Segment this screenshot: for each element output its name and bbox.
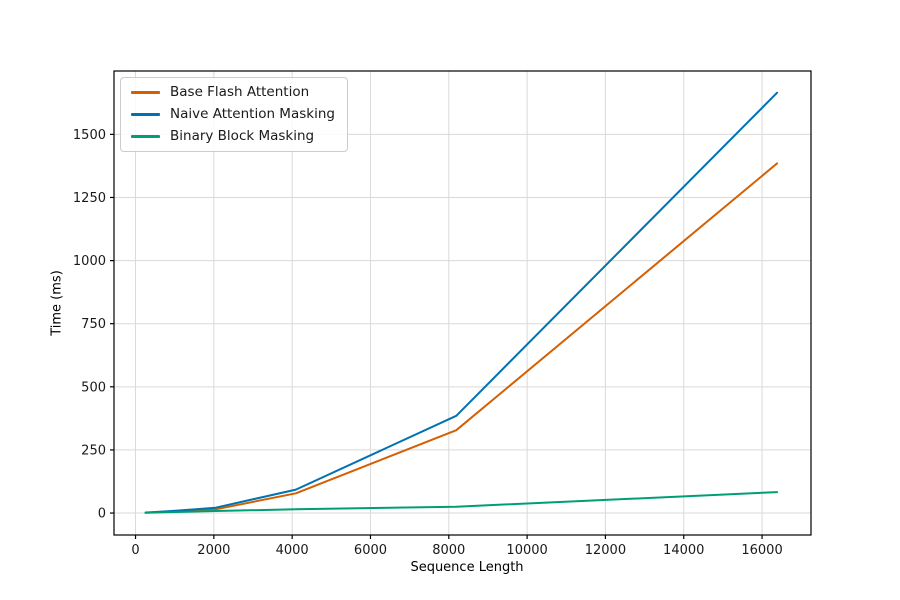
chart-legend: Base Flash Attention Naive Attention Mas… (120, 77, 348, 152)
svg-text:6000: 6000 (354, 543, 387, 558)
svg-text:1500: 1500 (73, 128, 106, 143)
legend-label: Binary Block Masking (170, 128, 315, 144)
x-axis-label: Sequence Length (410, 560, 524, 575)
svg-text:14000: 14000 (663, 543, 704, 558)
svg-text:8000: 8000 (432, 543, 465, 558)
svg-text:0: 0 (131, 543, 139, 558)
legend-line-swatch-icon (131, 135, 160, 138)
svg-text:16000: 16000 (741, 543, 782, 558)
legend-line-swatch-icon (131, 91, 160, 94)
svg-text:2000: 2000 (197, 543, 230, 558)
svg-text:500: 500 (81, 380, 106, 395)
legend-item: Base Flash Attention (131, 85, 335, 100)
svg-text:4000: 4000 (276, 543, 309, 558)
svg-text:250: 250 (81, 443, 106, 458)
y-axis-label: Time (ms) (49, 270, 65, 336)
svg-text:0: 0 (98, 507, 106, 522)
legend-label: Naive Attention Masking (170, 106, 335, 122)
svg-text:12000: 12000 (585, 543, 626, 558)
legend-item: Naive Attention Masking (131, 107, 335, 122)
legend-line-swatch-icon (131, 113, 160, 116)
svg-text:750: 750 (81, 317, 106, 332)
legend-label: Base Flash Attention (170, 84, 310, 100)
legend-item: Binary Block Masking (131, 129, 335, 144)
svg-text:1250: 1250 (73, 191, 106, 206)
svg-text:10000: 10000 (506, 543, 547, 558)
svg-text:1000: 1000 (73, 254, 106, 269)
